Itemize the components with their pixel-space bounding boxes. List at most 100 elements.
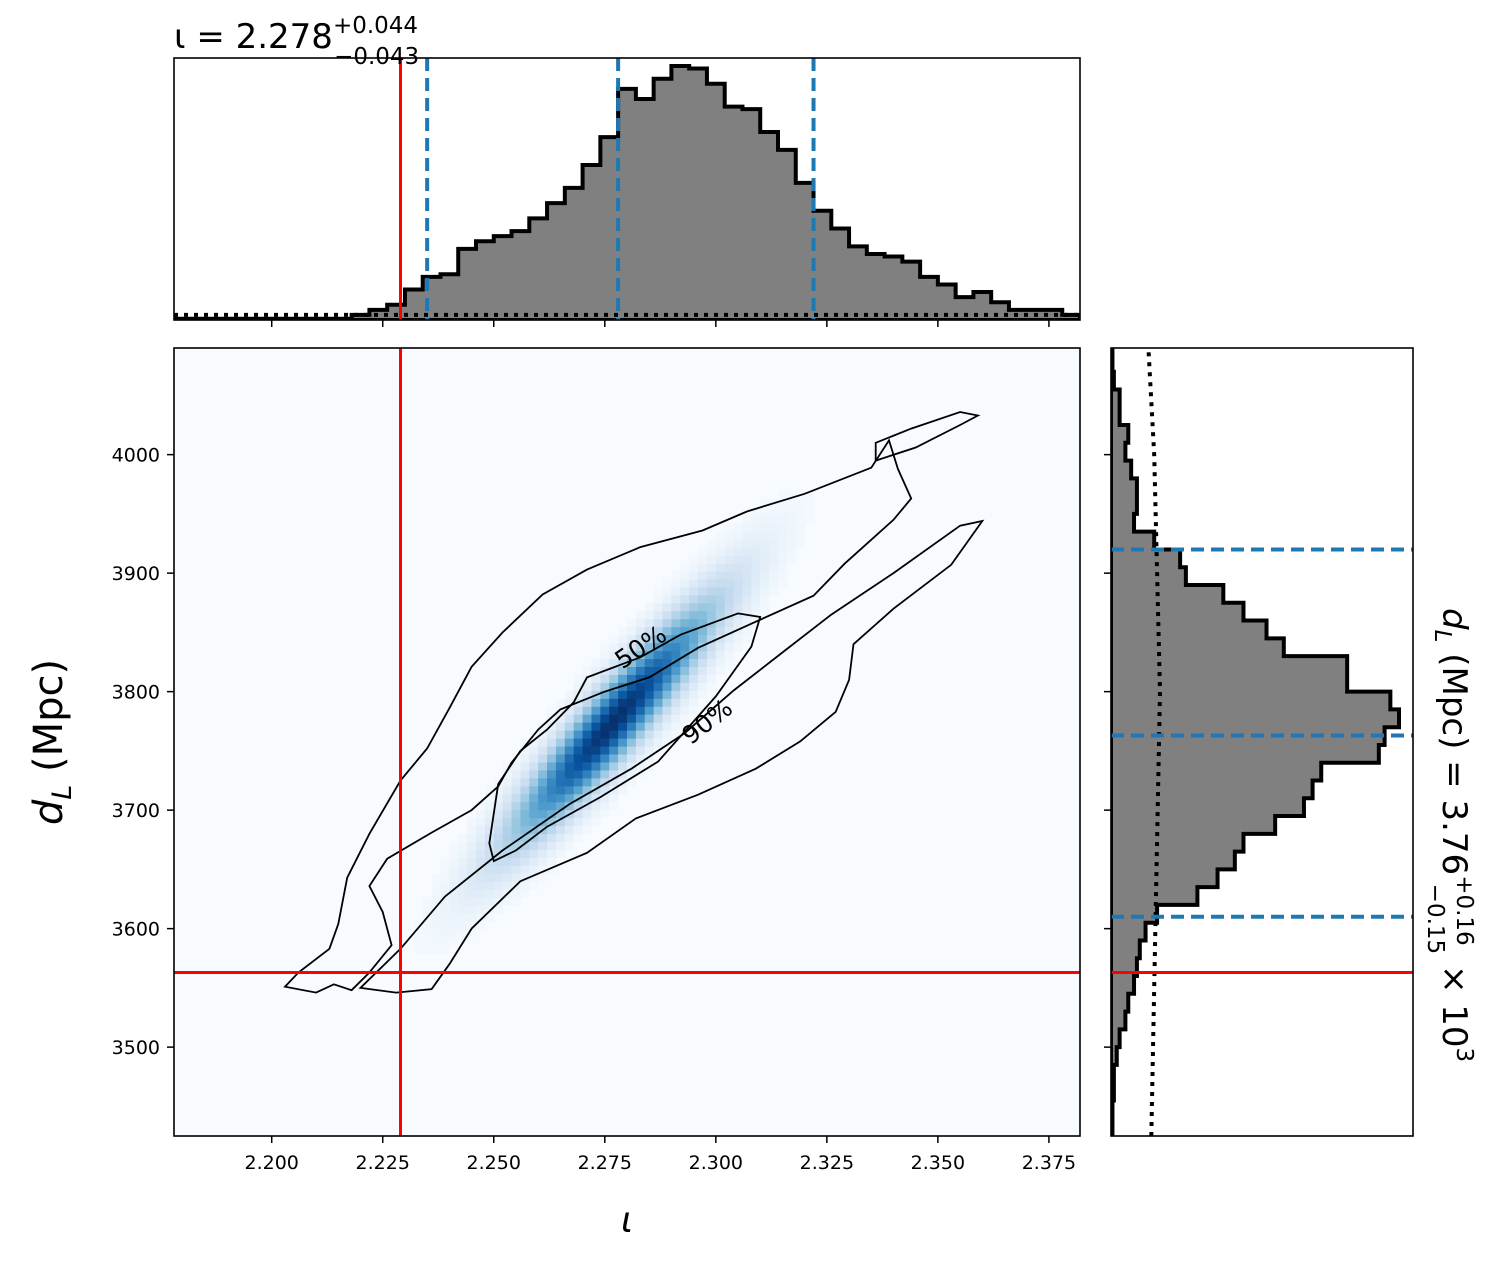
density-cell	[644, 753, 655, 763]
density-cell	[467, 913, 477, 922]
density-cell	[582, 745, 593, 755]
density-cell	[778, 554, 788, 564]
right-title-sub2: −0.15	[1422, 884, 1448, 954]
top-title-sub: −0.043	[334, 44, 419, 70]
density-cell	[671, 602, 681, 612]
density-cell	[484, 913, 495, 922]
density-cell	[733, 602, 744, 612]
density-cell	[715, 658, 726, 667]
density-cell	[600, 793, 610, 803]
density-cell	[644, 682, 655, 691]
density-cell	[529, 801, 539, 811]
density-cell	[627, 642, 637, 652]
density-cell	[653, 682, 664, 691]
density-cell	[786, 491, 797, 500]
density-cell	[680, 682, 690, 691]
density-cell	[689, 698, 699, 707]
density-cell	[778, 515, 788, 524]
density-cell	[467, 825, 477, 835]
density-cell	[742, 523, 752, 532]
density-cell	[689, 586, 699, 596]
density-cell	[715, 602, 726, 612]
density-cell	[502, 785, 513, 795]
density-cell	[573, 809, 584, 819]
density-cell	[520, 833, 530, 843]
density-cell	[706, 578, 717, 588]
density-cell	[413, 937, 424, 946]
density-cell	[458, 833, 468, 843]
density-cell	[502, 793, 513, 803]
density-cell	[627, 730, 637, 739]
density-cell	[724, 523, 735, 532]
density-cell	[520, 738, 530, 747]
density-cell	[440, 944, 450, 954]
density-cell	[627, 658, 637, 667]
density-cell	[547, 769, 557, 779]
density-cell	[671, 610, 681, 620]
density-cell	[689, 562, 699, 572]
density-cell	[600, 809, 610, 819]
density-cell	[493, 793, 504, 803]
density-cell	[582, 682, 593, 691]
density-cell	[706, 546, 717, 556]
right-yticks	[1104, 453, 1111, 1048]
density-cell	[467, 817, 477, 827]
density-cell	[786, 499, 797, 508]
density-cell	[573, 817, 584, 827]
right-title: dL (Mpc) = 3.76+0.16−0.15 × 103	[1422, 608, 1477, 1062]
right-title-main: d	[1434, 608, 1474, 630]
density-cell	[476, 801, 486, 811]
density-cell	[680, 578, 690, 588]
density-cell	[618, 666, 628, 675]
density-cell	[671, 586, 681, 596]
density-cell	[635, 730, 646, 739]
density-cell	[538, 793, 548, 803]
density-cell	[591, 666, 601, 675]
density-cell	[538, 777, 548, 787]
density-cell	[706, 610, 717, 620]
density-cell	[680, 634, 690, 644]
density-cell	[609, 753, 619, 763]
density-cell	[635, 658, 646, 667]
density-cell	[564, 761, 575, 771]
density-cell	[529, 745, 539, 755]
density-cell	[724, 602, 735, 612]
density-cell	[555, 777, 566, 787]
density-cell	[644, 658, 655, 667]
density-cell	[600, 761, 610, 771]
density-cell	[484, 785, 495, 795]
density-cell	[715, 642, 726, 652]
density-cell	[680, 594, 690, 604]
density-cell	[653, 634, 664, 644]
joint-density: 50%90%	[174, 348, 1080, 1136]
density-cell	[689, 706, 699, 715]
density-cell	[547, 793, 557, 803]
density-cell	[600, 650, 610, 660]
density-cell	[680, 706, 690, 715]
density-cell	[618, 777, 628, 787]
density-cell	[644, 602, 655, 612]
density-cell	[458, 913, 468, 922]
density-cell	[547, 761, 557, 771]
density-cell	[520, 801, 530, 811]
joint-xtick-label-7: 2.375	[1022, 1152, 1076, 1174]
density-cell	[760, 602, 770, 612]
density-cell	[627, 698, 637, 707]
density-cell	[751, 594, 761, 604]
density-cell	[689, 666, 699, 675]
density-cell	[662, 658, 673, 667]
density-cell	[671, 722, 681, 731]
density-cell	[760, 499, 770, 508]
density-cell	[662, 578, 673, 588]
density-cell	[582, 698, 593, 707]
density-cell	[751, 562, 761, 572]
density-cell	[618, 626, 628, 636]
density-cell	[724, 610, 735, 620]
density-cell	[582, 738, 593, 747]
density-cell	[476, 921, 486, 930]
density-cell	[467, 889, 477, 898]
density-cell	[751, 507, 761, 516]
density-cell	[555, 849, 566, 859]
density-cell	[680, 690, 690, 699]
density-cell	[627, 650, 637, 660]
